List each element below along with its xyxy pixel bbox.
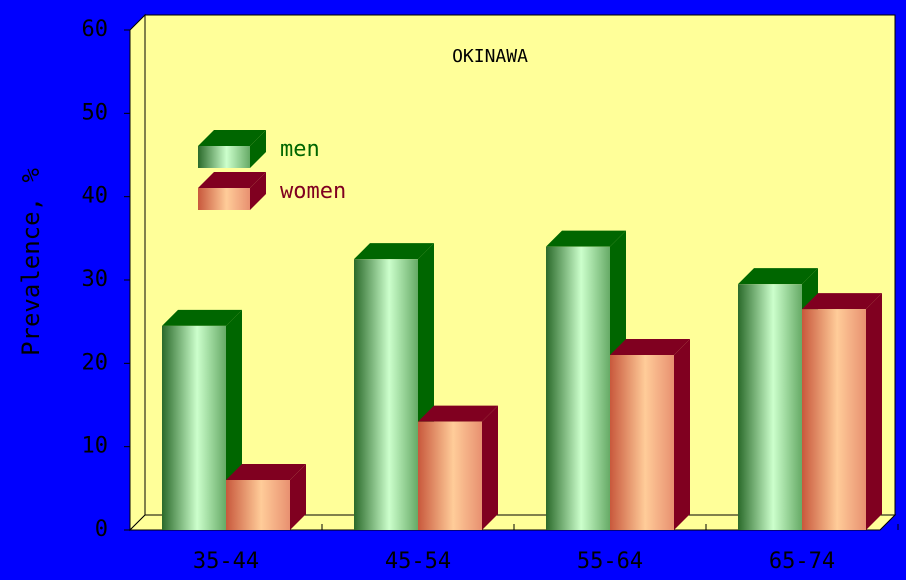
y-axis-label: Prevalence, % (17, 168, 45, 356)
bar-top (226, 464, 306, 480)
legend-label: women (280, 179, 346, 204)
chart-title: OKINAWA (452, 46, 528, 67)
bar (354, 259, 418, 530)
legend-side (250, 130, 266, 168)
bar (418, 421, 482, 530)
bar (226, 480, 290, 530)
bar-top (610, 339, 690, 355)
y-tick-label: 10 (82, 434, 109, 459)
x-tick-label: 65-74 (769, 549, 835, 574)
y-tick-label: 30 (82, 267, 109, 292)
legend-label: men (280, 137, 320, 162)
bar (738, 284, 802, 530)
y-tick-label: 0 (95, 517, 108, 542)
bar (162, 325, 226, 530)
x-tick-label: 35-44 (193, 549, 259, 574)
bar-top (738, 268, 818, 285)
y-tick-label: 40 (82, 184, 109, 209)
bar-side (290, 464, 306, 530)
x-tick-label: 45-54 (385, 549, 451, 574)
legend-top (198, 130, 266, 146)
legend-swatch (198, 188, 250, 210)
x-tick-label: 55-64 (577, 549, 643, 574)
legend-swatch (198, 146, 250, 168)
bar-side (674, 339, 690, 530)
bar-side (866, 293, 882, 530)
side-wall (129, 13, 146, 532)
bar (546, 246, 610, 530)
y-tick-label: 50 (82, 100, 109, 125)
bar-top (802, 293, 882, 310)
bar-top (546, 230, 626, 247)
bar-top (354, 243, 434, 260)
y-tick-label: 20 (82, 350, 109, 375)
bar-side (482, 405, 498, 530)
bar-top (418, 405, 498, 422)
y-tick-label: 60 (82, 17, 109, 42)
bar-top (162, 309, 242, 326)
legend-side (250, 172, 266, 210)
bar (802, 309, 866, 530)
bar (610, 355, 674, 530)
legend-top (198, 172, 266, 188)
